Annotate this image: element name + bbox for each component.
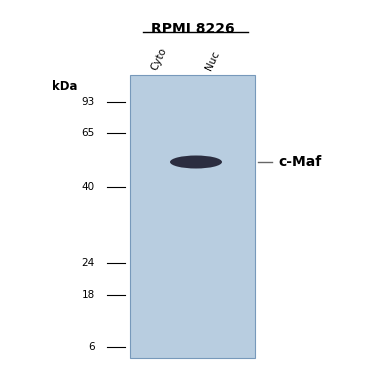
Text: Cyto: Cyto <box>149 46 168 72</box>
Text: 18: 18 <box>82 290 95 300</box>
Ellipse shape <box>170 156 222 168</box>
Text: 6: 6 <box>88 342 95 352</box>
Text: RPMI 8226: RPMI 8226 <box>151 22 235 36</box>
Text: 93: 93 <box>82 97 95 107</box>
Text: 24: 24 <box>82 258 95 268</box>
Text: kDa: kDa <box>52 80 78 93</box>
Bar <box>130 75 255 358</box>
Text: 65: 65 <box>82 128 95 138</box>
Text: 40: 40 <box>82 182 95 192</box>
Text: c-Maf: c-Maf <box>278 155 321 169</box>
Text: Nuc: Nuc <box>204 50 222 72</box>
